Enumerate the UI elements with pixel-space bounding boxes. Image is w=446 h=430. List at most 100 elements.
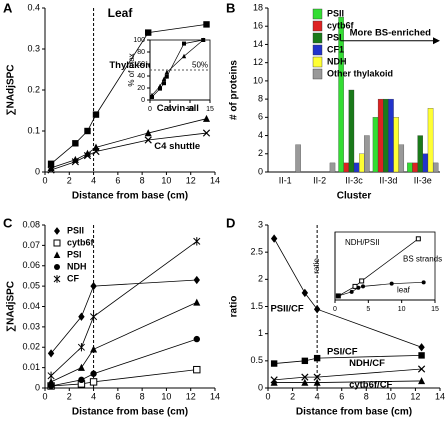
marker	[90, 281, 97, 291]
x-tick-label: 0	[333, 306, 337, 313]
y-tick-label: 0.2	[27, 84, 40, 94]
x-tick-label: 6	[339, 391, 344, 401]
marker	[54, 227, 60, 235]
y-tick-label: 6	[258, 112, 263, 122]
y-axis-title: ∑NAdjSPC	[6, 281, 17, 332]
legend-swatch	[312, 68, 323, 80]
legend-swatch	[312, 44, 323, 56]
marker	[92, 111, 100, 118]
bar	[295, 144, 301, 173]
bar	[432, 162, 439, 173]
bar	[417, 135, 423, 173]
x-tick-label: 15	[206, 106, 214, 113]
x-tick-label: 6	[115, 391, 120, 401]
x-tick-label: 4	[91, 391, 96, 401]
x-tick-label: 0	[148, 106, 152, 113]
y-axis-title: % of max	[127, 53, 136, 86]
x-tick-label: 6	[115, 175, 120, 185]
series-line	[338, 238, 419, 297]
x-tick-label: 2	[67, 175, 72, 185]
legend-swatch	[312, 8, 323, 20]
bar	[388, 98, 394, 173]
panel-letter: D	[226, 215, 235, 230]
legend-label: cytb6f	[67, 237, 95, 247]
x-tick-label: 5	[168, 106, 172, 113]
y-tick-label: 0	[35, 382, 40, 392]
x-tick-label: 14	[435, 391, 445, 401]
y-axis-title: ratio	[312, 258, 321, 274]
series-label: C4 shuttle	[154, 141, 200, 152]
marker	[90, 345, 98, 353]
x-axis-title: Distance from base (cm)	[296, 407, 412, 418]
y-tick-label: 0.02	[22, 342, 40, 352]
x-tick-label: 5	[366, 306, 370, 313]
y-tick-label: 0	[141, 97, 145, 104]
series-line	[50, 132, 207, 171]
bar	[364, 135, 370, 173]
x-tick-label: 0	[42, 391, 47, 401]
chart-title: Leaf	[108, 6, 134, 20]
series-line	[50, 24, 207, 165]
y-tick-label: 2	[258, 148, 263, 158]
marker	[144, 136, 152, 144]
marker	[389, 281, 394, 286]
y-tick-label: 40	[137, 73, 145, 80]
marker	[84, 127, 91, 135]
marker	[193, 365, 201, 374]
x-tick-label: 12	[410, 391, 420, 401]
series-line	[338, 281, 424, 297]
marker	[201, 37, 206, 42]
series-label: Calvin-all	[157, 103, 199, 114]
marker	[145, 29, 152, 36]
marker	[270, 360, 278, 367]
legend-swatch	[312, 20, 323, 32]
bar	[422, 153, 429, 173]
y-tick-label: 100	[133, 37, 145, 44]
x-tick-label: 14	[210, 391, 220, 401]
series-line	[274, 368, 422, 381]
marker	[90, 370, 97, 377]
y-tick-label: 0.5	[250, 355, 263, 365]
legend-label: NDH	[67, 261, 87, 271]
marker	[78, 312, 85, 321]
marker	[89, 378, 98, 386]
legend-swatch	[312, 32, 323, 44]
marker	[53, 275, 61, 283]
marker	[164, 74, 169, 79]
marker	[47, 160, 55, 167]
marker	[157, 83, 163, 89]
y-tick-label: 12	[253, 57, 263, 67]
x-tick-label: II-3e	[414, 175, 432, 185]
marker	[47, 349, 55, 358]
bar	[383, 98, 389, 173]
series-line	[274, 355, 422, 364]
marker	[77, 343, 85, 352]
panel-letter: C	[3, 215, 13, 230]
x-tick-label: 0	[265, 391, 270, 401]
marker	[53, 239, 61, 247]
series-label: leaf	[397, 286, 411, 295]
series-label: Thylakoid	[109, 60, 154, 71]
bar	[353, 162, 360, 173]
y-tick-label: 4	[258, 130, 263, 140]
marker	[149, 92, 155, 98]
y-tick-label: 0.07	[22, 240, 40, 250]
marker	[336, 293, 341, 298]
y-tick-label: 2	[258, 274, 263, 284]
x-tick-label: 0	[42, 175, 47, 185]
x-tick-label: 10	[398, 306, 406, 313]
x-axis-title: Distance from base (cm)	[72, 191, 188, 202]
y-tick-label: 0.01	[22, 362, 40, 372]
x-tick-label: 10	[161, 175, 171, 185]
y-tick-label: 1	[258, 328, 263, 338]
marker	[415, 236, 421, 242]
x-tick-label: 12	[186, 175, 196, 185]
marker	[47, 382, 55, 390]
marker	[144, 129, 152, 137]
legend-label: cytb6f	[327, 20, 355, 30]
marker	[313, 354, 321, 362]
bar	[407, 162, 413, 173]
marker	[418, 352, 425, 359]
marker	[182, 41, 186, 46]
marker	[193, 335, 200, 343]
